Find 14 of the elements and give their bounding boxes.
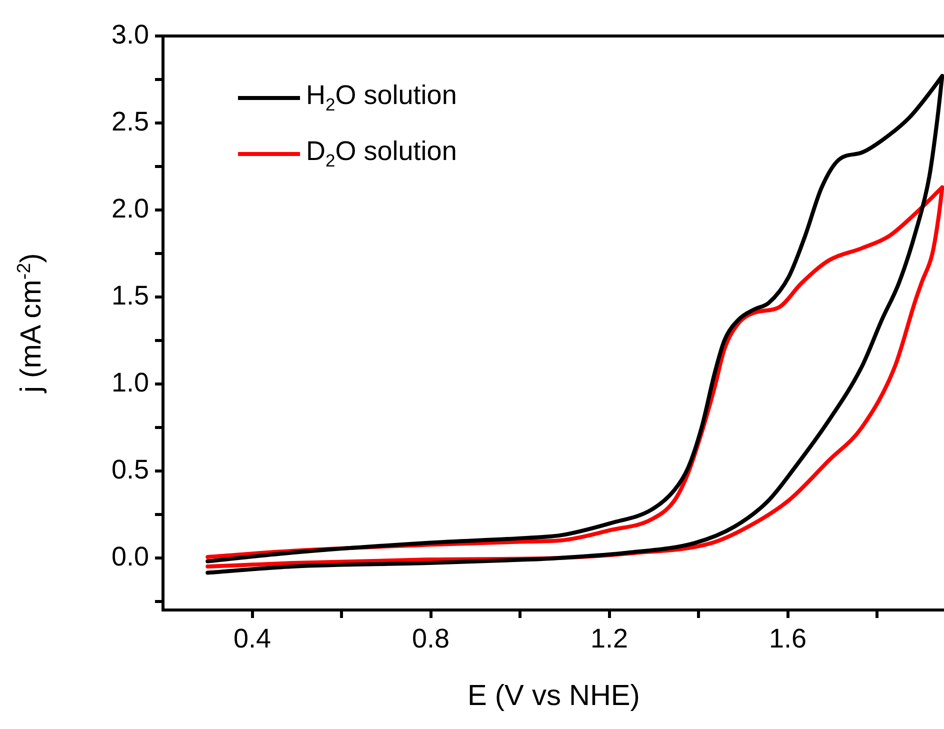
legend-label: H$_{2}$O solution	[306, 80, 457, 116]
y-tick-label: 0.5	[111, 454, 149, 484]
x-axis-title: E (V vs NHE)	[468, 680, 640, 713]
x-tick-label: 1.6	[769, 624, 807, 654]
y-tick-label: 2.0	[111, 193, 149, 224]
y-tick-label: 0.0	[111, 541, 149, 572]
y-tick-label: 1.0	[111, 367, 149, 398]
x-tick-label: 0.8	[412, 624, 450, 654]
legend-label: D$_{2}$O solution	[306, 136, 457, 172]
y-tick-label: 1.5	[111, 280, 149, 310]
x-tick-label: 1.2	[590, 624, 628, 654]
y-tick-label: 3.0	[111, 19, 149, 50]
x-tick-label: 0.4	[233, 624, 272, 654]
y-tick-label: 2.5	[111, 106, 149, 136]
